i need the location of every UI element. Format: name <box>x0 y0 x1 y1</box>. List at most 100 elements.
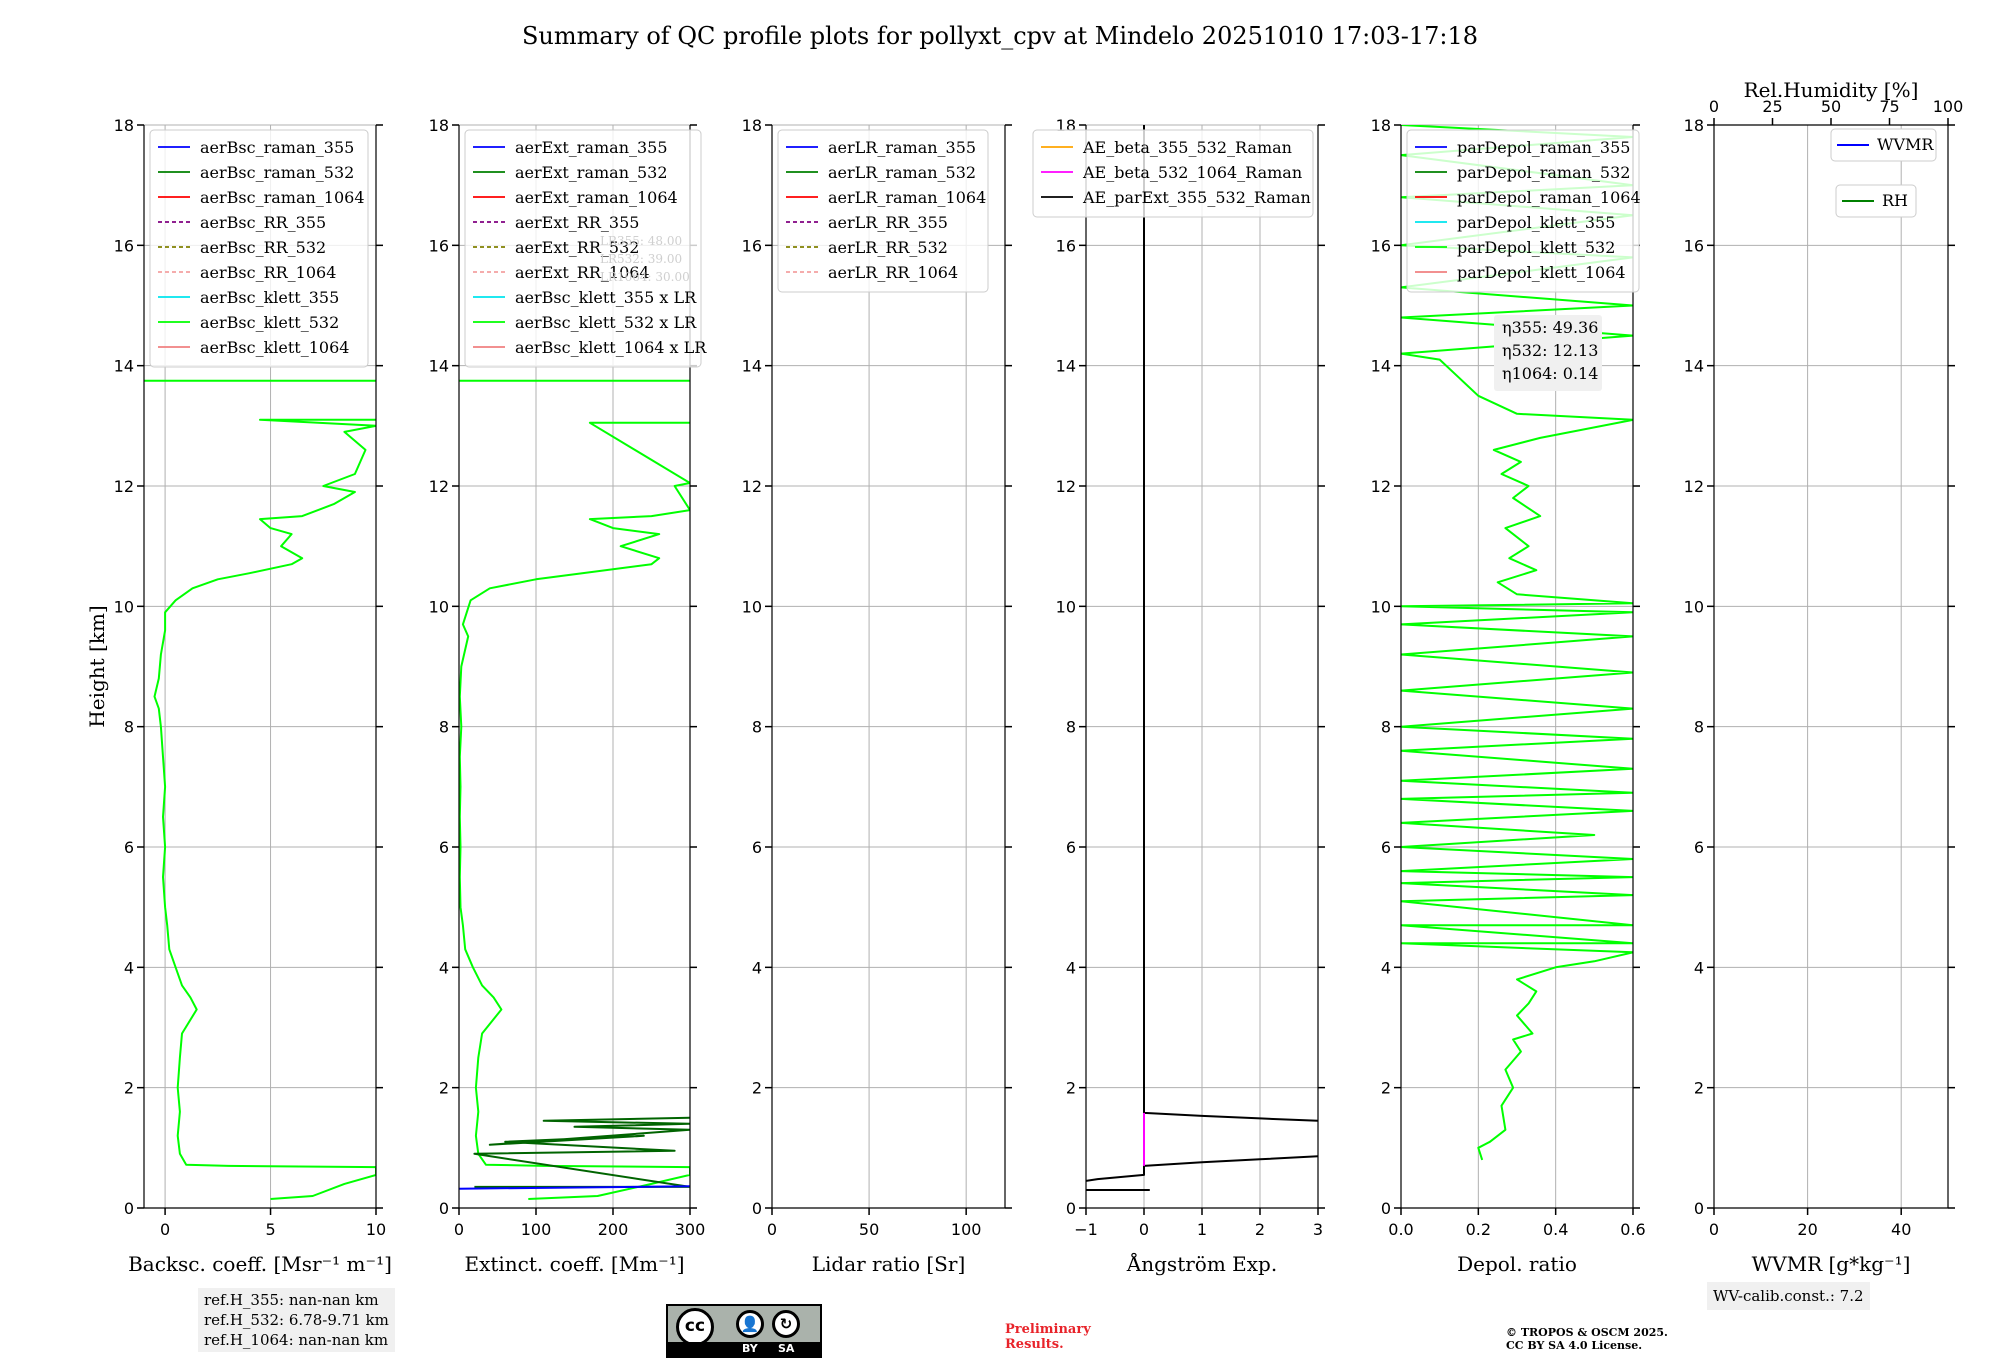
annotation-line: LR1064: 30.00 <box>600 270 690 284</box>
preliminary-line-1: Preliminary <box>1005 1322 1091 1337</box>
y-tick-label: 18 <box>429 116 449 135</box>
x-tick-label: 50 <box>859 1220 879 1239</box>
y-tick-label: 6 <box>752 838 762 857</box>
legend-label: AE_parExt_355_532_Raman <box>1082 188 1311 207</box>
y-tick-label: 16 <box>1056 236 1076 255</box>
rh-top-axis: 0 25 50 75 100 Rel.Humidity [%] <box>1709 78 1964 126</box>
y-tick-label: 18 <box>742 116 762 135</box>
y-tick-label: 14 <box>1056 357 1076 376</box>
series-line-aerExt_raman_532 <box>473 1116 690 1188</box>
figure-title: Summary of QC profile plots for pollyxt_… <box>521 22 1479 50</box>
annotation-box: LR355: 48.00 LR532: 39.00 LR1064: 30.00 <box>600 234 690 284</box>
y-tick-label: 12 <box>114 477 134 496</box>
legend-label: aerBsc_klett_1064 x LR <box>515 338 707 357</box>
annotation-frame <box>1494 315 1602 391</box>
y-tick-label: 4 <box>1381 958 1391 977</box>
legend-label: parDepol_raman_355 <box>1457 138 1630 157</box>
panel-depolarization: 0 2 4 6 8 10 12 14 16 18 0.0 0.2 0.4 0.6 Depol. ratio p… <box>1371 116 1646 1276</box>
legend-label: parDepol_klett_355 <box>1457 213 1615 232</box>
top-axis-tick-label: 0 <box>1709 97 1719 116</box>
y-tick-label: 8 <box>124 718 134 737</box>
top-axis-tick-label: 50 <box>1821 97 1841 116</box>
legend-box: WVMR <box>1830 128 1937 162</box>
y-tick-label: 4 <box>752 958 762 977</box>
legend-label: aerExt_raman_532 <box>515 163 668 182</box>
ref-height-1064: ref.H_1064: nan-nan km <box>204 1331 389 1349</box>
y-tick-label: 14 <box>429 357 449 376</box>
legend-frame <box>1835 184 1917 218</box>
annotation-line: LR532: 39.00 <box>600 252 682 266</box>
y-tick-label: 0 <box>439 1199 449 1218</box>
legend-label: parDepol_klett_1064 <box>1457 263 1626 282</box>
x-tick-label: −1 <box>1074 1220 1098 1239</box>
legend-label: aerBsc_RR_532 <box>200 238 326 257</box>
y-tick-label: 12 <box>1684 477 1704 496</box>
top-axis-tick-label: 75 <box>1879 97 1899 116</box>
legend-box: aerExt_raman_355 aerExt_raman_532 aerExt_r… <box>464 129 707 368</box>
preliminary-line-2: Results. <box>1005 1337 1064 1352</box>
cc-sa-label: SA <box>778 1342 795 1355</box>
x-tick-label: 0 <box>767 1220 777 1239</box>
x-tick-label: 200 <box>598 1220 629 1239</box>
x-tick-label: 3 <box>1313 1220 1323 1239</box>
y-tick-label: 0 <box>752 1199 762 1218</box>
share-alike-icon: ↻ <box>772 1310 800 1338</box>
y-tick-label: 6 <box>124 838 134 857</box>
x-tick-label: 0 <box>1139 1220 1149 1239</box>
y-tick-label: 16 <box>1684 236 1704 255</box>
panel-backscatter: 0 2 4 6 8 10 12 14 16 18 0 5 10 Backsc. coeff. [Msr⁻¹… <box>114 116 392 1276</box>
copyright-line-2: CC BY SA 4.0 License. <box>1506 1339 1643 1352</box>
legend-frame <box>1830 128 1937 162</box>
legend-label: aerLR_raman_355 <box>828 138 976 157</box>
y-tick-label: 10 <box>114 597 134 616</box>
legend-box: AE_beta_355_532_Raman AE_beta_532_1064_Ra… <box>1032 129 1314 218</box>
x-axis-label: Backsc. coeff. [Msr⁻¹ m⁻¹] <box>128 1252 392 1276</box>
legend-label: aerBsc_raman_355 <box>200 138 354 157</box>
x-tick-label: 2 <box>1255 1220 1265 1239</box>
x-axis-label: Depol. ratio <box>1457 1252 1577 1276</box>
legend-label: aerLR_raman_1064 <box>828 188 986 207</box>
y-tick-label: 10 <box>1371 597 1391 616</box>
y-tick-label: 16 <box>429 236 449 255</box>
preliminary-note: Preliminary Results. <box>1005 1322 1091 1352</box>
x-tick-label: 40 <box>1891 1220 1911 1239</box>
legend-frame <box>777 129 989 293</box>
y-tick-label: 4 <box>439 958 449 977</box>
y-tick-label: 4 <box>1694 958 1704 977</box>
copyright-line-1: © TROPOS & OSCM 2025. <box>1506 1326 1668 1339</box>
y-tick-label: 8 <box>1694 718 1704 737</box>
ref-height-355: ref.H_355: nan-nan km <box>204 1291 379 1309</box>
y-tick-label: 0 <box>1381 1199 1391 1218</box>
legend-box: aerLR_raman_355 aerLR_raman_532 aerLR_rama… <box>777 129 989 293</box>
y-tick-label: 18 <box>1684 116 1704 135</box>
x-tick-label: 0.0 <box>1388 1220 1413 1239</box>
y-tick-label: 2 <box>439 1079 449 1098</box>
x-tick-label: 0 <box>454 1220 464 1239</box>
y-tick-label: 14 <box>742 357 762 376</box>
y-tick-label: 12 <box>1371 477 1391 496</box>
y-tick-label: 2 <box>124 1079 134 1098</box>
legend-label: AE_beta_532_1064_Raman <box>1082 163 1302 182</box>
series-line-aerBsc_klett_532 x LR <box>459 421 690 1200</box>
legend-label: aerBsc_raman_1064 <box>200 188 365 207</box>
data-area <box>459 379 690 1200</box>
legend-frame <box>1032 129 1314 218</box>
panel-water_vapor: 0 2 4 6 8 10 12 14 16 18 0 20 40 WVMR [g*kg⁻¹] WVMR RH 0… <box>1684 78 1964 1276</box>
legend-label: aerLR_RR_355 <box>828 213 948 232</box>
y-tick-label: 6 <box>1066 838 1076 857</box>
y-tick-label: 8 <box>752 718 762 737</box>
annotation-line: η532: 12.13 <box>1502 341 1598 360</box>
x-axis-label: WVMR [g*kg⁻¹] <box>1752 1252 1911 1276</box>
cc-icon: cc <box>676 1308 714 1346</box>
y-tick-label: 10 <box>1056 597 1076 616</box>
series-line-AE_parExt_355_532_Raman <box>1143 125 1318 1122</box>
y-tick-label: 12 <box>742 477 762 496</box>
series-line-aerBsc_klett_532 <box>153 418 376 1200</box>
y-tick-label: 8 <box>1381 718 1391 737</box>
y-tick-label: 14 <box>1371 357 1391 376</box>
top-axis-tick-label: 100 <box>1933 97 1964 116</box>
y-tick-label: 4 <box>124 958 134 977</box>
y-tick-label: 16 <box>114 236 134 255</box>
attribution-icon: 👤 <box>736 1310 764 1338</box>
